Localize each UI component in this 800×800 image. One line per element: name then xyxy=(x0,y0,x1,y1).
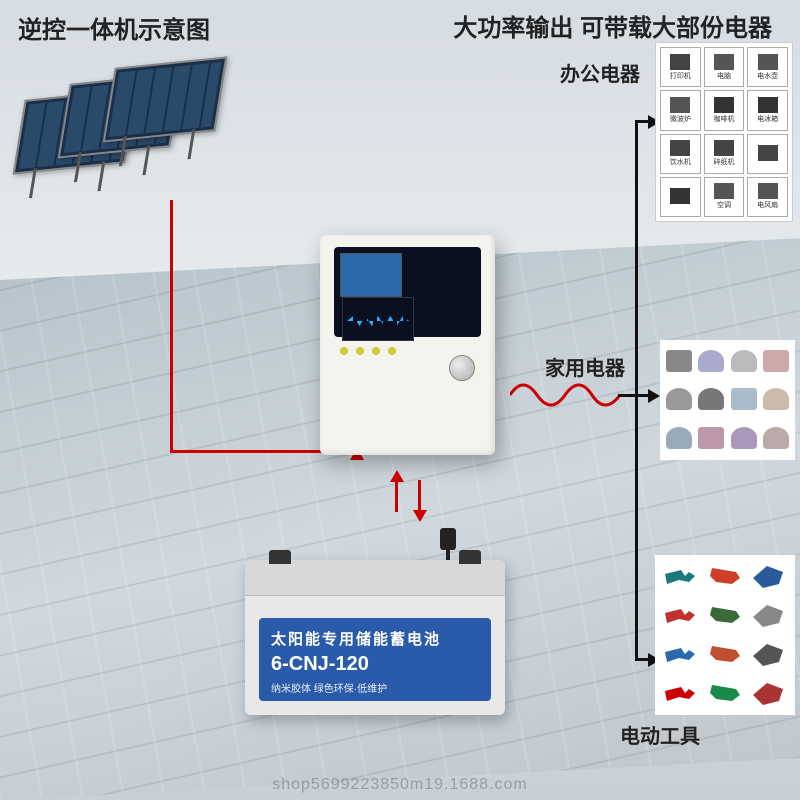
inverter-power-button xyxy=(449,355,475,381)
tool-item xyxy=(703,636,746,673)
inverter-wave-display xyxy=(342,297,414,341)
tool-item xyxy=(749,597,792,634)
watermark: shop5699223850m19.1688.com xyxy=(0,776,800,794)
wire-inv-bat-down xyxy=(418,480,421,512)
office-item: 微波炉 xyxy=(660,90,701,130)
home-item xyxy=(664,382,694,417)
home-appliances xyxy=(660,340,795,460)
wire-solar-down xyxy=(170,200,173,450)
inverter-unit xyxy=(320,235,495,455)
home-item xyxy=(697,382,727,417)
dist-to-home xyxy=(635,394,650,397)
battery-model: 6-CNJ-120 xyxy=(271,653,479,676)
tool-item xyxy=(658,675,701,712)
dist-bus-vertical xyxy=(635,120,638,660)
tool-item xyxy=(749,558,792,595)
title-main: 逆控一体机示意图 xyxy=(18,10,210,45)
home-item xyxy=(697,344,727,379)
home-item xyxy=(729,344,759,379)
office-item: 饮水机 xyxy=(660,134,701,174)
office-item: 打印机 xyxy=(660,47,701,87)
office-item: 空调 xyxy=(704,177,745,217)
inverter-display-panel xyxy=(334,247,481,337)
battery-plug xyxy=(440,528,456,550)
tool-item xyxy=(703,558,746,595)
dist-to-office xyxy=(635,120,650,123)
label-tools: 电动工具 xyxy=(620,720,700,749)
battery-tagline: 纳米胶体 绿色环保·低维护 xyxy=(271,680,479,695)
power-tools xyxy=(655,555,795,715)
tool-item xyxy=(658,597,701,634)
home-item xyxy=(762,382,792,417)
inverter-status-leds xyxy=(340,347,475,355)
home-item xyxy=(762,421,792,456)
battery-label: 太阳能专用储能蓄电池 6-CNJ-120 纳米胶体 绿色环保·低维护 xyxy=(259,618,491,701)
wire-into-inverter xyxy=(355,458,358,459)
home-item xyxy=(697,421,727,456)
office-item xyxy=(660,177,701,217)
office-item: 电风扇 xyxy=(747,177,788,217)
tool-item xyxy=(658,636,701,673)
office-item: 碎纸机 xyxy=(704,134,745,174)
title-sub: 大功率输出 可带载大部份电器 xyxy=(453,8,772,43)
tool-item xyxy=(749,636,792,673)
inverter-lcd xyxy=(340,253,402,297)
home-item xyxy=(664,344,694,379)
home-item xyxy=(729,421,759,456)
tool-item xyxy=(749,675,792,712)
office-item: 电水壶 xyxy=(747,47,788,87)
office-item: 咖啡机 xyxy=(704,90,745,130)
solar-panels xyxy=(20,60,240,210)
battery-unit: 太阳能专用储能蓄电池 6-CNJ-120 纳米胶体 绿色环保·低维护 xyxy=(245,560,505,715)
battery-title: 太阳能专用储能蓄电池 xyxy=(271,628,479,649)
wire-inv-bat-up xyxy=(395,480,398,512)
home-item xyxy=(729,382,759,417)
home-item xyxy=(762,344,792,379)
label-office: 办公电器 xyxy=(560,58,640,87)
office-item xyxy=(747,134,788,174)
tool-item xyxy=(703,597,746,634)
label-home: 家用电器 xyxy=(545,352,625,381)
office-item: 电脑 xyxy=(704,47,745,87)
battery-top xyxy=(245,560,505,596)
dist-from-inverter xyxy=(618,394,635,397)
dist-to-tools xyxy=(635,658,650,661)
tool-item xyxy=(703,675,746,712)
home-item xyxy=(664,421,694,456)
office-appliances: 打印机电脑电水壶微波炉咖啡机电冰箱饮水机碎纸机空调电风扇 xyxy=(655,42,793,222)
office-item: 电冰箱 xyxy=(747,90,788,130)
ac-output-wave xyxy=(510,380,620,410)
tool-item xyxy=(658,558,701,595)
